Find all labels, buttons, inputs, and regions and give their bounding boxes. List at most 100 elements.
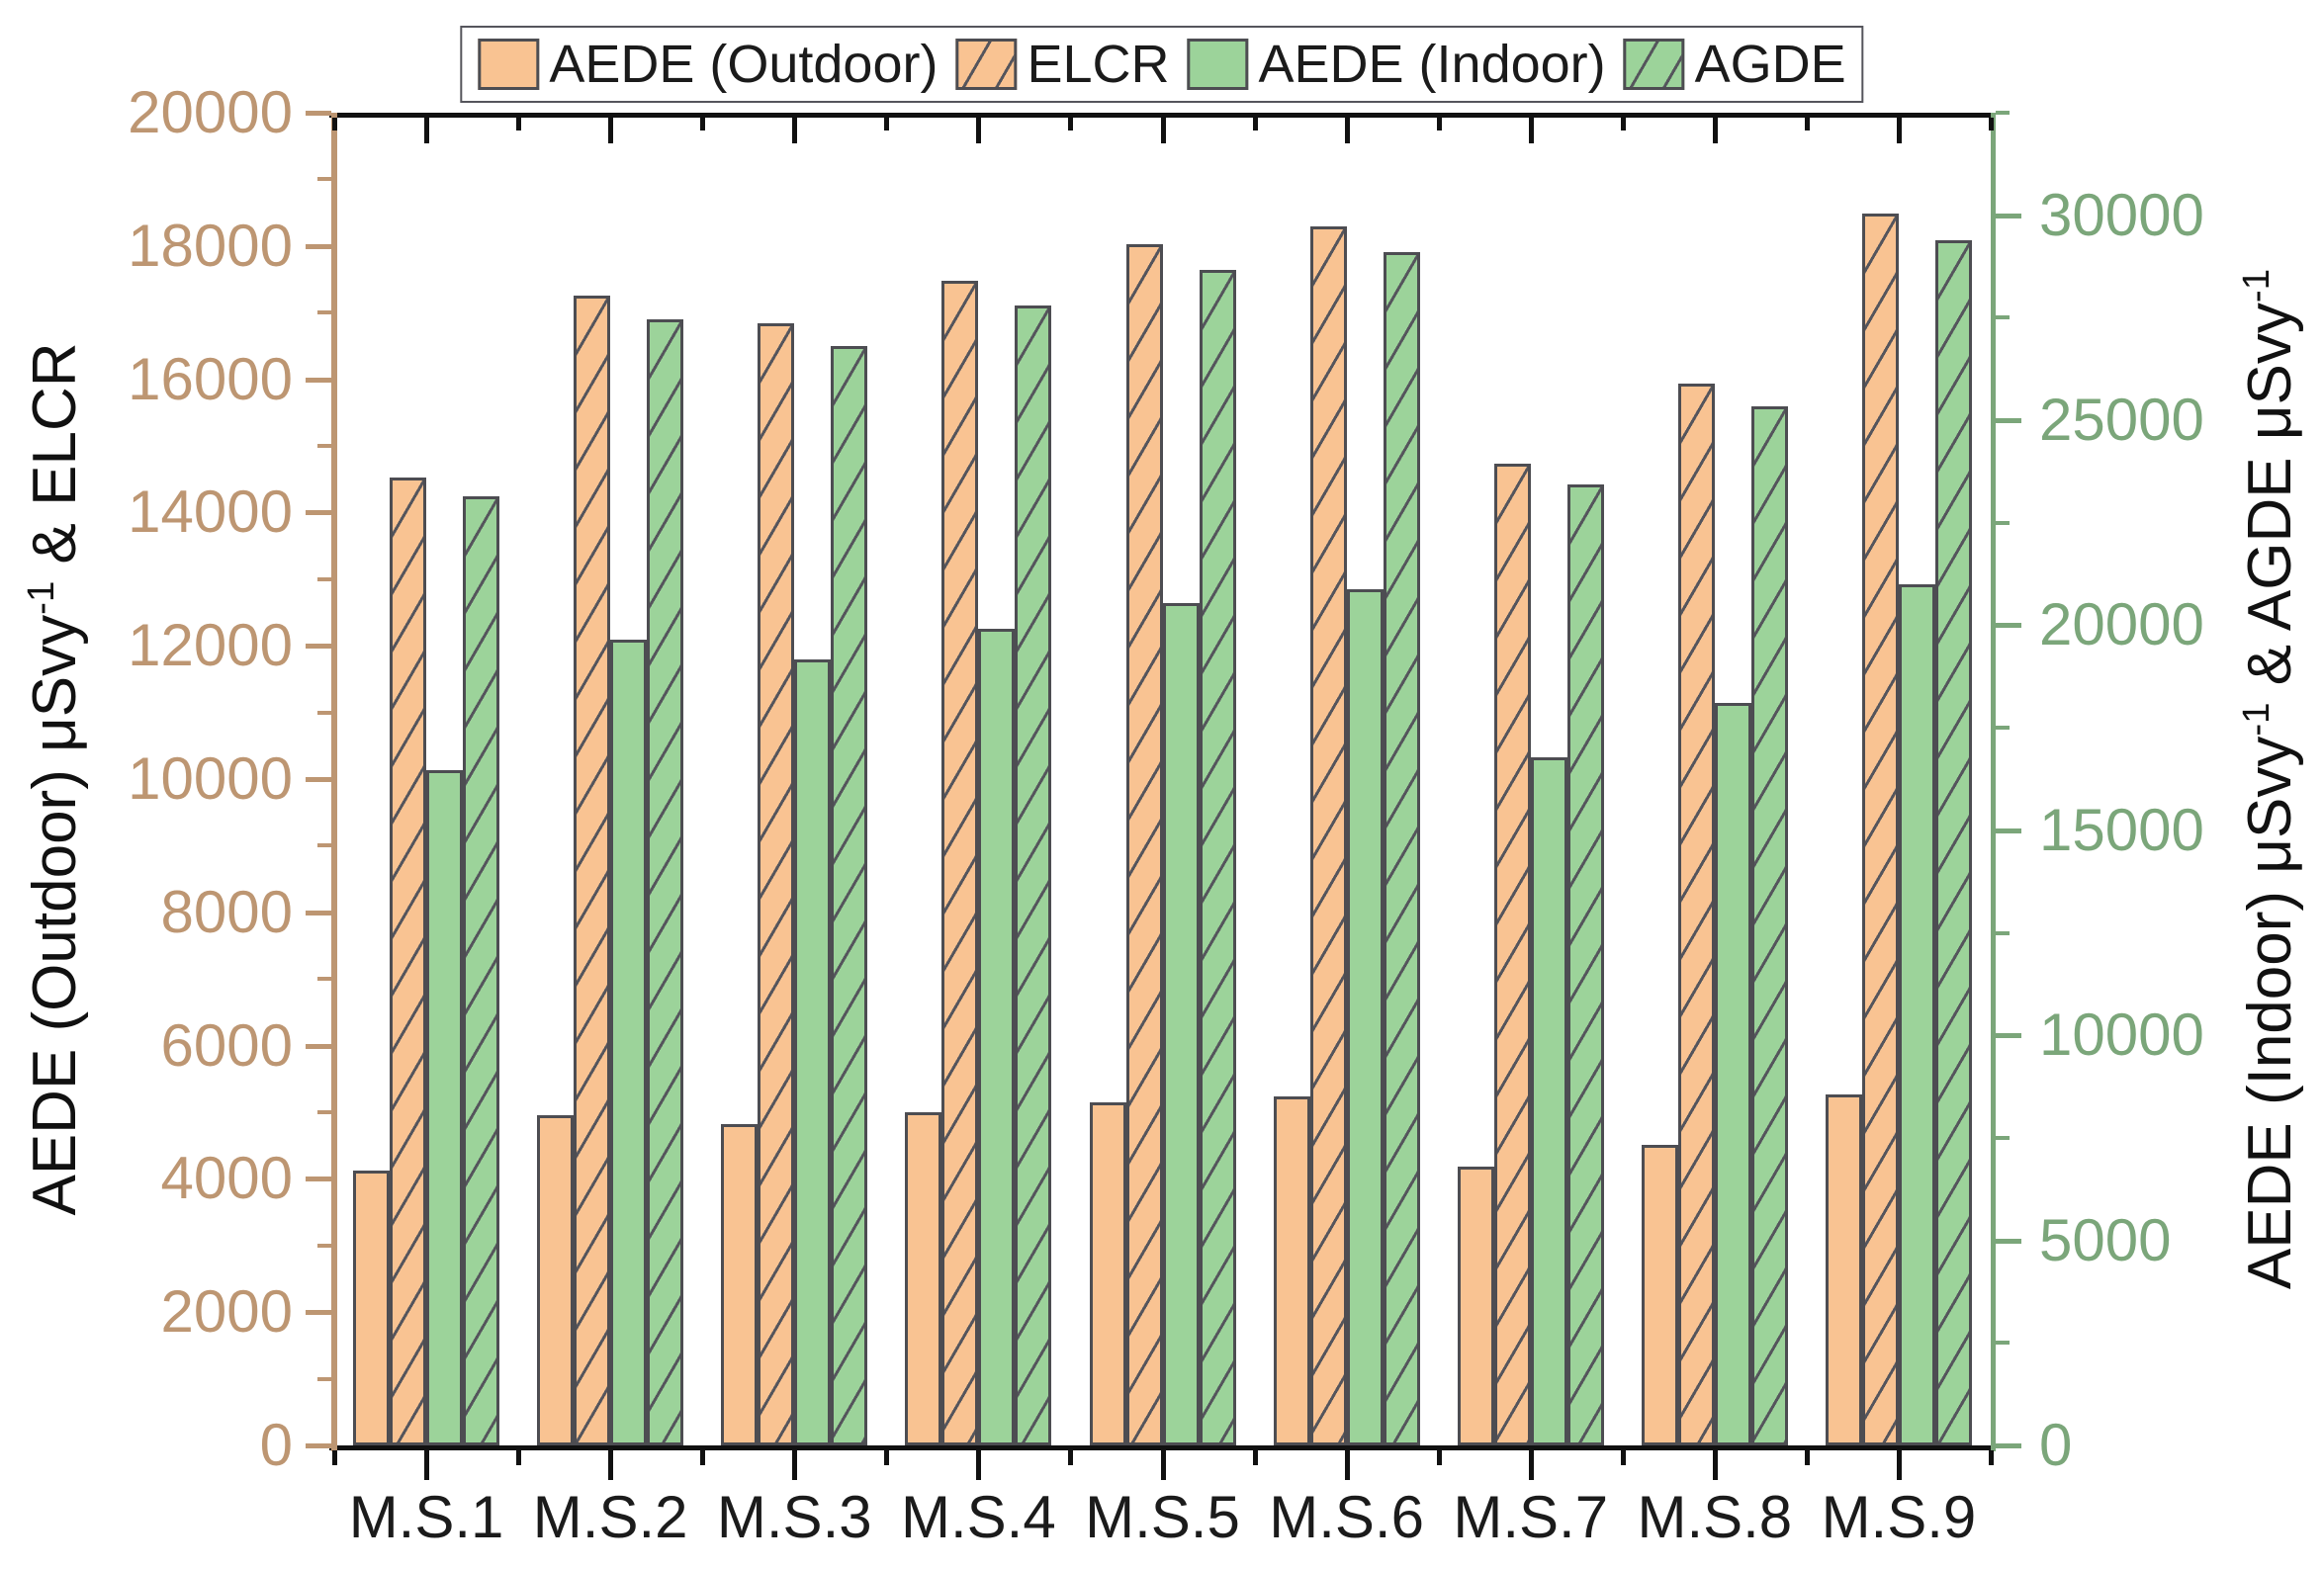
x-axis-center-tick (608, 1450, 614, 1480)
left-axis-tick-label: 10000 (128, 745, 293, 812)
axis-title-text: AEDE (Outdoor) μSvy (20, 614, 89, 1216)
x-category-label: M.S.9 (1821, 1484, 1977, 1550)
left-axis-minor-tick (317, 710, 331, 715)
left-axis-minor-tick (317, 444, 331, 448)
left-axis-major-tick (306, 1177, 331, 1182)
bar-agde-M.S.8 (1750, 406, 1788, 1445)
green-hatched-swatch (1623, 39, 1685, 90)
x-axis-top-boundary-tick (1989, 118, 1994, 131)
bar-elcr-M.S.2 (574, 296, 611, 1445)
left-axis-tick-label: 16000 (128, 345, 293, 412)
left-axis-minor-tick (317, 1110, 331, 1114)
orange-hatched-swatch (955, 39, 1018, 90)
left-axis-tick-label: 8000 (160, 878, 293, 945)
left-axis-minor-tick (317, 1376, 331, 1381)
bar-aede-outdoor--M.S.3 (721, 1124, 759, 1445)
x-axis-top-center-tick (792, 118, 798, 143)
x-axis-top-center-tick (976, 118, 982, 143)
bar-aede-indoor--M.S.7 (1530, 757, 1567, 1445)
bar-aede-indoor--M.S.9 (1898, 584, 1935, 1445)
x-axis-center-tick (1160, 1450, 1166, 1480)
left-axis-tick-label: 2000 (160, 1278, 293, 1346)
green-solid-swatch (1187, 39, 1249, 90)
right-axis-minor-tick (1996, 111, 2010, 115)
left-axis-tick-label: 18000 (128, 212, 293, 279)
axis-title-text: & ELCR (20, 342, 89, 581)
right-axis-minor-tick (1996, 930, 2010, 935)
bar-aede-indoor--M.S.2 (610, 640, 648, 1445)
x-axis-boundary-tick (1068, 1450, 1074, 1465)
x-axis-boundary-tick (1989, 1450, 1994, 1465)
left-axis-major-tick (306, 111, 331, 116)
x-axis-boundary-tick (1252, 1450, 1258, 1465)
bar-elcr-M.S.9 (1861, 214, 1899, 1445)
x-category-label: M.S.8 (1637, 1484, 1793, 1550)
bar-elcr-M.S.6 (1309, 226, 1347, 1445)
x-axis-top-boundary-tick (1804, 118, 1810, 131)
bar-agde-M.S.9 (1934, 240, 1972, 1445)
left-axis-major-tick (306, 1043, 331, 1049)
left-axis-major-tick (306, 777, 331, 782)
x-axis-top-center-tick (1712, 118, 1718, 143)
left-axis-major-tick (306, 243, 331, 249)
right-axis-major-tick (1996, 1033, 2021, 1039)
bar-aede-outdoor--M.S.7 (1457, 1167, 1494, 1445)
right-axis-tick-label: 0 (2039, 1412, 2073, 1478)
left-axis-tick-label: 14000 (128, 479, 293, 546)
x-axis-top-boundary-tick (1068, 118, 1074, 131)
top-frame-line (329, 113, 1996, 118)
x-category-label: M.S.4 (901, 1484, 1056, 1550)
bottom-axis-line (329, 1445, 1996, 1450)
right-axis-minor-tick (1996, 1135, 2010, 1140)
bar-agde-M.S.2 (647, 319, 684, 1445)
x-axis-top-center-tick (608, 118, 614, 143)
bar-aede-outdoor--M.S.5 (1089, 1102, 1126, 1445)
right-axis-major-tick (1996, 1443, 2021, 1448)
bar-aede-indoor--M.S.8 (1714, 703, 1751, 1445)
x-axis-center-tick (792, 1450, 798, 1480)
orange-solid-swatch (478, 39, 540, 90)
x-axis-center-tick (1712, 1450, 1718, 1480)
left-axis-major-tick (306, 1310, 331, 1316)
left-axis-tick-label: 4000 (160, 1145, 293, 1212)
right-axis-major-tick (1996, 623, 2021, 629)
right-axis-major-tick (1996, 828, 2021, 833)
x-category-label: M.S.7 (1453, 1484, 1609, 1550)
legend-item: ELCR (955, 35, 1170, 94)
bar-elcr-M.S.5 (1125, 244, 1163, 1445)
bar-aede-indoor--M.S.6 (1346, 589, 1384, 1445)
bar-agde-M.S.4 (1015, 305, 1052, 1445)
bar-aede-indoor--M.S.4 (978, 629, 1016, 1445)
x-category-label: M.S.1 (348, 1484, 504, 1550)
x-axis-center-tick (424, 1450, 430, 1480)
legend-label: ELCR (1027, 35, 1170, 94)
left-axis-major-tick (306, 1443, 331, 1448)
right-axis-major-tick (1996, 213, 2021, 218)
x-axis-top-center-tick (1344, 118, 1350, 143)
x-axis-boundary-tick (700, 1450, 706, 1465)
left-axis-major-tick (306, 510, 331, 516)
right-axis-tick-label: 15000 (2039, 796, 2204, 863)
left-axis-minor-tick (317, 177, 331, 182)
right-axis-tick-label: 10000 (2039, 1002, 2204, 1069)
bar-elcr-M.S.7 (1493, 464, 1531, 1445)
bar-agde-M.S.1 (463, 496, 500, 1445)
left-axis-tick-label: 6000 (160, 1011, 293, 1079)
left-axis-minor-tick (317, 977, 331, 982)
x-axis-boundary-tick (884, 1450, 890, 1465)
left-axis-tick-label: 20000 (128, 79, 293, 145)
right-axis-tick-label: 20000 (2039, 591, 2204, 658)
left-axis-minor-tick (317, 1243, 331, 1248)
bar-aede-indoor--M.S.3 (794, 659, 832, 1445)
legend-label: AGDE (1694, 35, 1846, 94)
right-axis-minor-tick (1996, 315, 2010, 320)
bar-aede-outdoor--M.S.4 (905, 1112, 942, 1445)
x-category-label: M.S.6 (1269, 1484, 1424, 1550)
right-axis-tick-label: 5000 (2039, 1206, 2172, 1273)
x-axis-boundary-tick (1620, 1450, 1626, 1465)
right-axis-title: AEDE (Indoor) μSvy-1 & AGDE μSvy-1 (2235, 269, 2304, 1289)
axis-title-superscript: -1 (20, 580, 63, 615)
x-axis-top-center-tick (1528, 118, 1534, 143)
x-axis-top-boundary-tick (516, 118, 522, 131)
right-axis-major-tick (1996, 1238, 2021, 1244)
